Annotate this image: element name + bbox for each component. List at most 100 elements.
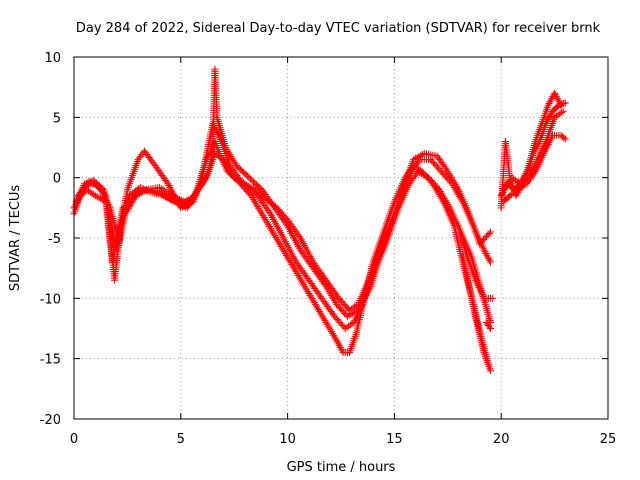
x-tick-label: 15 bbox=[386, 432, 403, 447]
data-point bbox=[249, 195, 257, 203]
data-point bbox=[526, 172, 534, 180]
data-point bbox=[223, 145, 231, 153]
data-point bbox=[552, 93, 560, 101]
data-point bbox=[487, 258, 495, 266]
data-point bbox=[410, 156, 418, 164]
data-point bbox=[300, 280, 308, 288]
data-point bbox=[274, 237, 282, 245]
data-point bbox=[166, 191, 174, 199]
data-point bbox=[558, 100, 566, 108]
data-point bbox=[165, 189, 173, 197]
data-point bbox=[438, 191, 446, 199]
data-point bbox=[560, 134, 568, 142]
data-point bbox=[326, 290, 334, 298]
data-point bbox=[277, 242, 285, 250]
data-point bbox=[280, 248, 288, 256]
data-point bbox=[136, 183, 144, 191]
data-point bbox=[415, 153, 423, 161]
data-point bbox=[444, 168, 452, 176]
data-point bbox=[248, 184, 256, 192]
data-point bbox=[239, 180, 247, 188]
data-point bbox=[484, 253, 492, 261]
data-point bbox=[472, 276, 480, 284]
data-point bbox=[208, 145, 216, 153]
data-point bbox=[485, 255, 493, 263]
data-point bbox=[141, 187, 149, 195]
data-point bbox=[155, 183, 163, 191]
data-point bbox=[453, 184, 461, 192]
data-point bbox=[436, 188, 444, 196]
y-tick-label: -10 bbox=[40, 292, 61, 307]
data-point bbox=[553, 94, 561, 102]
data-point bbox=[295, 232, 303, 240]
data-point bbox=[545, 100, 553, 108]
data-point bbox=[225, 149, 233, 157]
data-point bbox=[337, 345, 345, 353]
data-point bbox=[306, 291, 314, 299]
data-point bbox=[288, 261, 296, 269]
data-point bbox=[185, 196, 193, 204]
data-point bbox=[521, 171, 529, 179]
data-point bbox=[534, 154, 542, 162]
data-point bbox=[188, 194, 196, 202]
data-point bbox=[539, 143, 547, 151]
data-point bbox=[413, 154, 421, 162]
data-point bbox=[326, 326, 334, 334]
data-point bbox=[435, 186, 443, 194]
data-point bbox=[128, 199, 136, 207]
data-point bbox=[316, 308, 324, 316]
data-point bbox=[448, 175, 456, 183]
data-point bbox=[248, 194, 256, 202]
data-point bbox=[559, 107, 567, 115]
data-point bbox=[282, 220, 290, 228]
data-point bbox=[224, 147, 232, 155]
data-point bbox=[257, 208, 265, 216]
data-point bbox=[444, 200, 452, 208]
data-point bbox=[331, 297, 339, 305]
data-point bbox=[122, 208, 130, 216]
x-tick-label: 0 bbox=[70, 432, 78, 447]
data-point bbox=[419, 171, 427, 179]
series-track-f bbox=[454, 222, 497, 302]
data-point bbox=[160, 192, 168, 200]
data-point bbox=[473, 280, 481, 288]
data-point bbox=[177, 196, 185, 204]
data-point bbox=[351, 317, 359, 325]
x-axis-label: GPS time / hours bbox=[287, 460, 396, 475]
data-point bbox=[186, 195, 194, 203]
data-point bbox=[539, 145, 547, 153]
data-point bbox=[161, 187, 169, 195]
data-point bbox=[302, 284, 310, 292]
data-point bbox=[229, 156, 237, 164]
x-tick-label: 5 bbox=[177, 432, 185, 447]
series-track-d bbox=[74, 65, 495, 320]
data-point bbox=[419, 151, 427, 159]
data-point bbox=[332, 335, 340, 343]
data-point bbox=[202, 156, 210, 164]
data-point bbox=[309, 297, 317, 305]
data-point bbox=[349, 309, 357, 317]
data-point bbox=[323, 284, 331, 292]
data-point bbox=[486, 256, 494, 264]
data-point bbox=[487, 367, 495, 375]
data-point bbox=[314, 304, 322, 312]
data-point bbox=[152, 190, 160, 198]
series-track-b bbox=[72, 150, 495, 332]
data-point bbox=[296, 275, 304, 283]
data-point bbox=[323, 320, 331, 328]
data-point bbox=[95, 194, 103, 202]
data-point bbox=[552, 91, 560, 99]
data-point bbox=[325, 324, 333, 332]
data-point bbox=[297, 277, 305, 285]
data-point bbox=[284, 253, 292, 261]
data-point bbox=[327, 328, 335, 336]
data-point bbox=[446, 171, 454, 179]
data-point bbox=[163, 178, 171, 186]
series-track-k bbox=[499, 107, 567, 194]
data-point bbox=[130, 195, 138, 203]
data-point bbox=[535, 139, 543, 147]
data-point bbox=[292, 268, 300, 276]
data-point bbox=[207, 147, 215, 155]
data-point bbox=[271, 232, 279, 240]
